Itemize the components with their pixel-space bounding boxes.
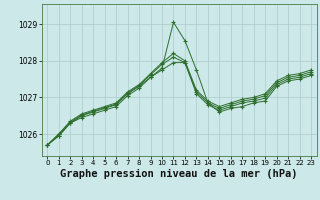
X-axis label: Graphe pression niveau de la mer (hPa): Graphe pression niveau de la mer (hPa) (60, 169, 298, 179)
